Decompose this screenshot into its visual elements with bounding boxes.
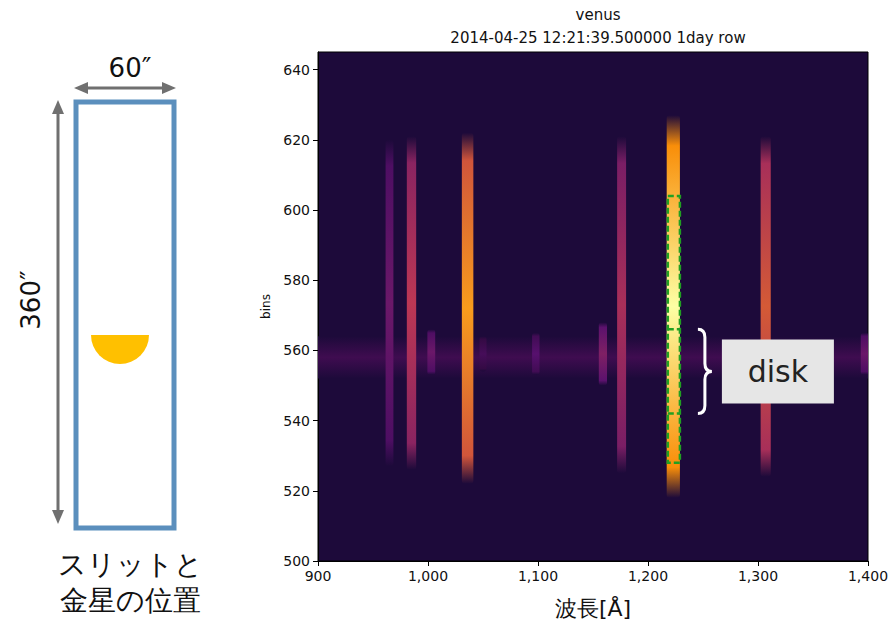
svg-text:60″: 60″ bbox=[109, 53, 152, 83]
svg-text:900: 900 bbox=[305, 568, 332, 584]
svg-text:640: 640 bbox=[283, 62, 310, 78]
svg-text:580: 580 bbox=[283, 272, 310, 288]
svg-text:金星の位置: 金星の位置 bbox=[60, 584, 201, 617]
svg-text:500: 500 bbox=[283, 553, 310, 569]
svg-text:560: 560 bbox=[283, 342, 310, 358]
svg-text:1,200: 1,200 bbox=[628, 568, 668, 584]
svg-text:620: 620 bbox=[283, 132, 310, 148]
svg-text:2014-04-25 12:21:39.500000 1da: 2014-04-25 12:21:39.500000 1day row bbox=[450, 29, 745, 47]
svg-text:1,000: 1,000 bbox=[408, 568, 448, 584]
svg-text:540: 540 bbox=[283, 413, 310, 429]
svg-text:1,100: 1,100 bbox=[518, 568, 558, 584]
svg-text:bins: bins bbox=[259, 294, 273, 319]
svg-text:360″: 360″ bbox=[16, 270, 46, 330]
svg-text:520: 520 bbox=[283, 483, 310, 499]
svg-text:disk: disk bbox=[748, 354, 809, 389]
svg-text:1,300: 1,300 bbox=[738, 568, 778, 584]
svg-text:venus: venus bbox=[576, 6, 621, 24]
svg-text:1,400: 1,400 bbox=[848, 568, 888, 584]
svg-text:波長[Å]: 波長[Å] bbox=[555, 595, 631, 621]
svg-text:スリットと: スリットと bbox=[58, 548, 203, 581]
svg-text:600: 600 bbox=[283, 202, 310, 218]
